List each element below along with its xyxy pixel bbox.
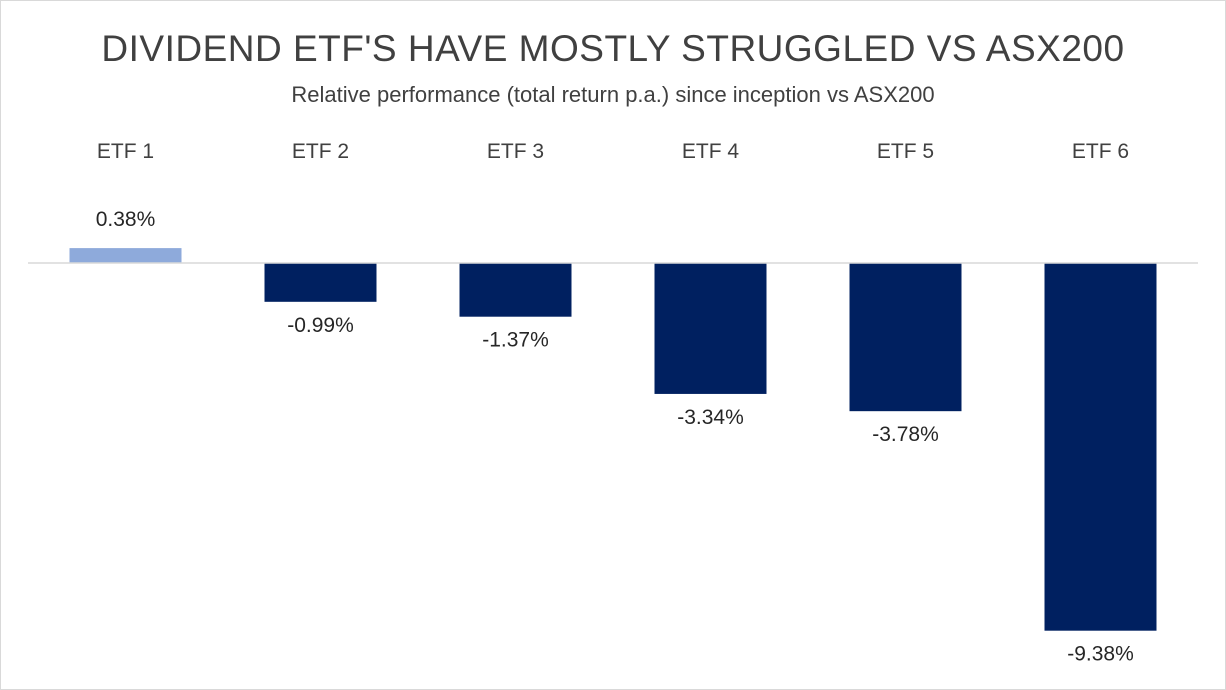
- category-label: ETF 6: [1072, 140, 1129, 163]
- category-label: ETF 4: [682, 140, 739, 163]
- bar: [69, 248, 182, 263]
- data-label: -0.99%: [287, 314, 354, 337]
- bar: [459, 263, 572, 317]
- category-label: ETF 1: [97, 140, 154, 163]
- chart-subtitle: Relative performance (total return p.a.)…: [291, 82, 935, 107]
- bar: [1044, 263, 1157, 631]
- data-label: -3.34%: [677, 406, 744, 429]
- bar: [849, 263, 962, 412]
- bar: [654, 263, 767, 394]
- category-label: ETF 3: [487, 140, 544, 163]
- category-label: ETF 5: [877, 140, 934, 163]
- data-label: -9.38%: [1067, 643, 1134, 666]
- data-label: -1.37%: [482, 329, 549, 352]
- data-label: 0.38%: [96, 208, 156, 231]
- chart-title: DIVIDEND ETF'S HAVE MOSTLY STRUGGLED VS …: [101, 28, 1125, 69]
- data-label: -3.78%: [872, 423, 939, 446]
- category-label: ETF 2: [292, 140, 349, 163]
- bar: [264, 263, 377, 302]
